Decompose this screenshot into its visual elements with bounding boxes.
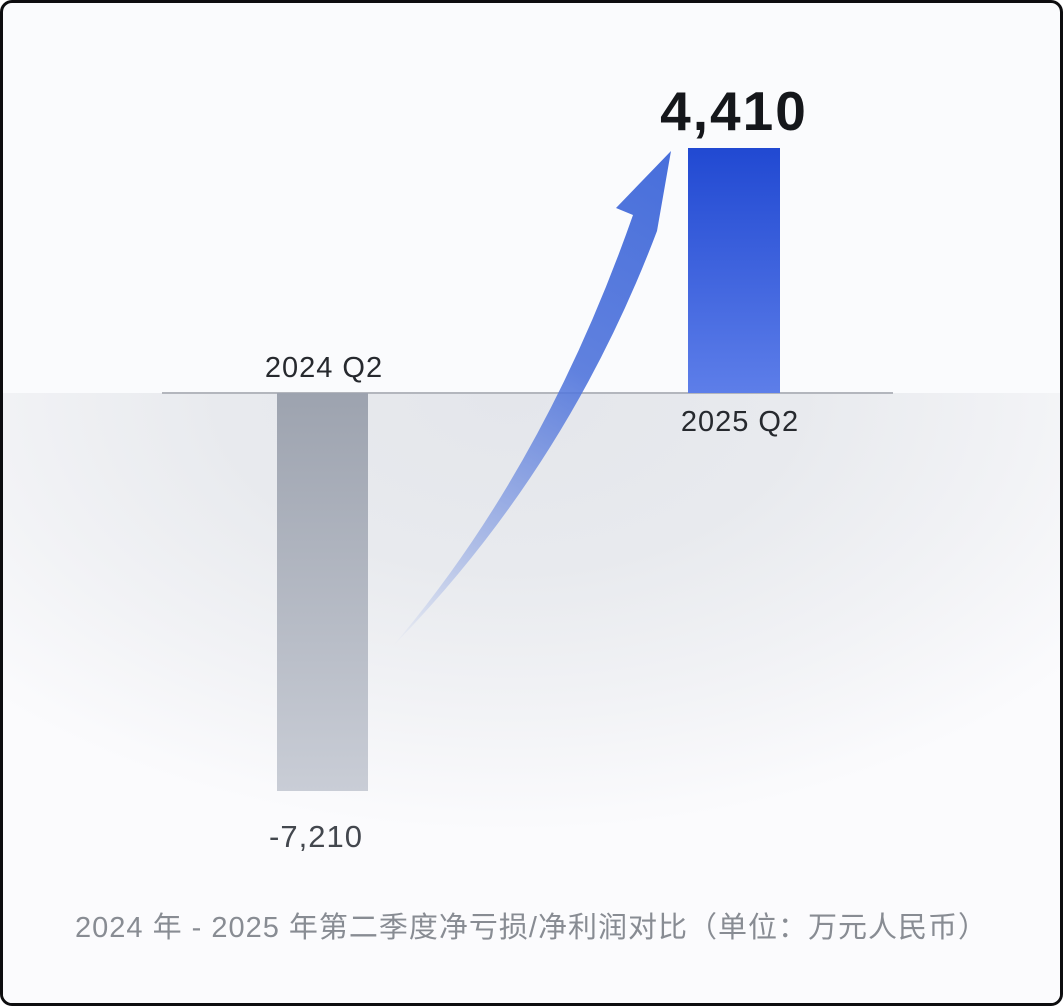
category-label-2025-q2: 2025 Q2 [680,406,800,438]
value-label-2025: 4,410 [660,80,808,142]
value-label-2024: -7,210 [269,819,363,854]
bar-2025-q2-profit [688,148,780,393]
bar-2024-q2-loss [277,393,368,791]
zero-baseline [162,392,893,394]
chart-caption: 2024 年 - 2025 年第二季度净亏损/净利润对比（单位：万元人民币） [75,912,988,944]
category-label-2024-q2: 2024 Q2 [264,352,384,384]
